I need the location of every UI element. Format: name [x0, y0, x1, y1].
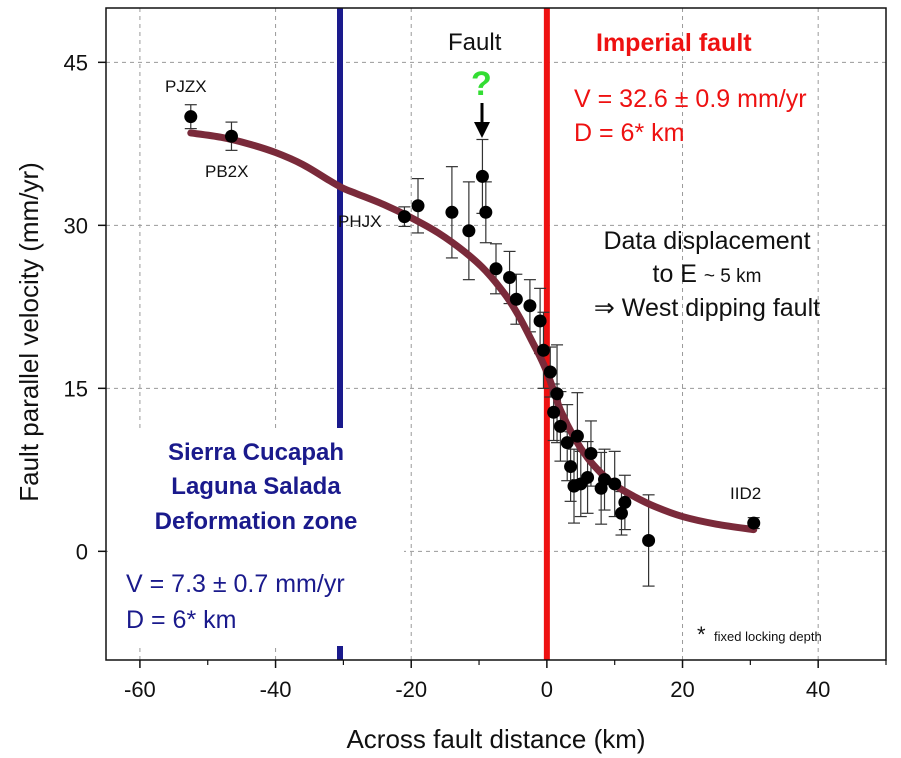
data-point	[224, 129, 238, 143]
model-curve	[187, 129, 758, 534]
imperial-velocity: V = 32.6 ± 0.9 mm/yr	[574, 85, 807, 113]
fault-label: Fault	[448, 29, 502, 56]
data-point	[489, 262, 503, 276]
data-point	[550, 387, 564, 401]
data-point	[475, 169, 489, 183]
imperial-fault-title: Imperial fault	[596, 29, 752, 57]
imperial-depth: D = 6* km	[574, 119, 684, 147]
displacement-line-2: to E ~ 5 km	[653, 260, 762, 288]
zone-label-line-2: Laguna Salada	[171, 473, 341, 500]
station-label-phjx: PHJX	[338, 212, 381, 231]
data-points	[184, 110, 761, 547]
data-point	[503, 270, 517, 284]
data-point	[584, 447, 598, 461]
data-point	[564, 460, 578, 474]
data-point	[598, 473, 612, 487]
station-label-pb2x: PB2X	[205, 162, 248, 181]
x-axis-title: Across fault distance (km)	[346, 724, 645, 754]
y-tick-label: 45	[64, 50, 88, 75]
y-axis-title: Fault parallel velocity (mm/yr)	[14, 162, 44, 502]
data-point	[462, 224, 476, 238]
displacement-line-1: Data displacement	[603, 227, 810, 255]
data-point	[570, 429, 584, 443]
data-point	[618, 495, 632, 509]
x-tick-label: 20	[670, 677, 694, 702]
plot-frame	[105, 7, 887, 661]
data-point	[479, 205, 493, 219]
x-tick-label: 40	[806, 677, 830, 702]
data-point	[608, 477, 622, 491]
data-point	[553, 419, 567, 433]
footnote-star: *	[697, 622, 706, 647]
down-arrow-icon	[474, 103, 490, 138]
data-point	[547, 405, 561, 419]
data-point	[509, 292, 523, 306]
y-tick-label: 15	[64, 376, 88, 401]
data-point	[642, 533, 656, 547]
data-point	[536, 343, 550, 357]
station-label-pjzx: PJZX	[165, 77, 207, 96]
data-point	[445, 205, 459, 219]
data-point	[533, 314, 547, 328]
data-point	[543, 365, 557, 379]
y-tick-label: 30	[64, 213, 88, 238]
data-point	[411, 199, 425, 213]
data-point	[560, 436, 574, 450]
y-tick-label: 0	[76, 539, 88, 564]
data-point	[523, 299, 537, 313]
x-tick-label: -20	[395, 677, 427, 702]
zone-velocity: V = 7.3 ± 0.7 mm/yr	[126, 570, 345, 598]
zone-label-background	[108, 428, 404, 646]
data-point	[397, 210, 411, 224]
data-point	[747, 516, 761, 530]
data-point	[184, 110, 198, 124]
question-mark: ?	[471, 65, 492, 103]
zone-label-line-1: Sierra Cucapah	[168, 439, 344, 466]
x-tick-label: -60	[124, 677, 156, 702]
footnote-text: fixed locking depth	[714, 629, 822, 644]
axis-ticks: -60 -40 -20 0 20 40 0 15 30 45	[64, 50, 887, 702]
zone-depth: D = 6* km	[126, 606, 236, 634]
station-label-iid2: IID2	[730, 484, 761, 503]
zone-label-line-3: Deformation zone	[155, 508, 358, 535]
data-point	[581, 470, 595, 484]
x-tick-label: 0	[541, 677, 553, 702]
data-point	[614, 506, 628, 520]
x-tick-label: -40	[260, 677, 292, 702]
displacement-line-3: ⇒ West dipping fault	[594, 294, 820, 322]
